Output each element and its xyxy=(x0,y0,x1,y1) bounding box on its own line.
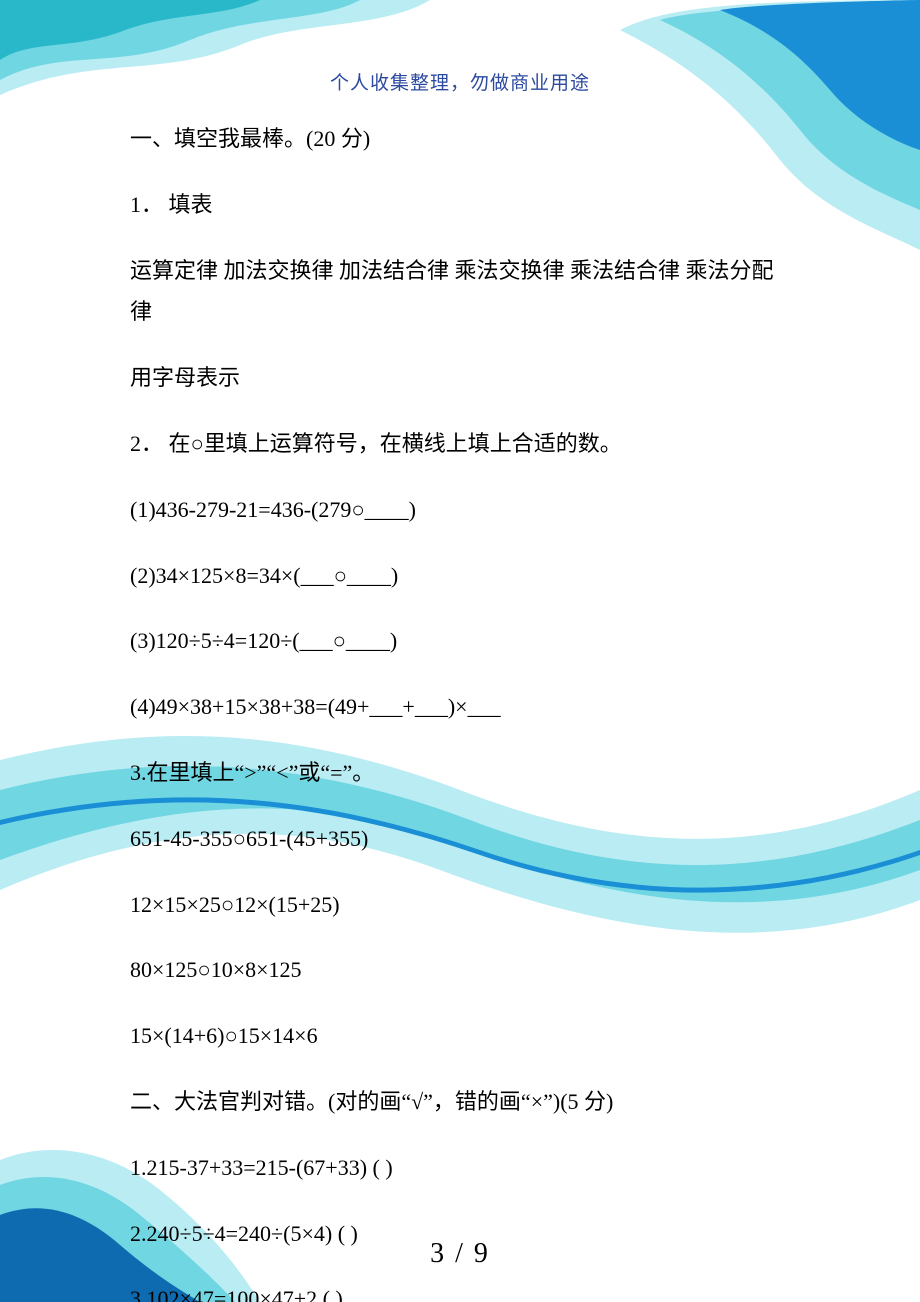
q2-4: (4)49×38+15×38+38=(49+___+___)×___ xyxy=(130,686,790,728)
wave-top-left xyxy=(0,0,430,120)
q3: 3.在里填上“>”“<”或“=”。 xyxy=(130,752,790,794)
q1b: 运算定律 加法交换律 加法结合律 乘法交换律 乘法结合律 乘法分配律 xyxy=(130,250,790,334)
section-1-title: 一、填空我最棒。(20 分) xyxy=(130,118,790,160)
page: 个人收集整理，勿做商业用途 一、填空我最棒。(20 分) 1． 填表 运算定律 … xyxy=(0,0,920,1302)
q3-1: 651-45-355○651-(45+355) xyxy=(130,818,790,860)
q3-2: 12×15×25○12×(15+25) xyxy=(130,884,790,926)
q2-1: (1)436-279-21=436-(279○____) xyxy=(130,489,790,531)
header-note: 个人收集整理，勿做商业用途 xyxy=(0,68,920,95)
q3-4: 15×(14+6)○15×14×6 xyxy=(130,1015,790,1057)
page-number: 3 / 9 xyxy=(0,1238,920,1270)
s2-1: 1.215-37+33=215-(67+33) ( ) xyxy=(130,1147,790,1189)
section-2-title: 二、大法官判对错。(对的画“√”，错的画“×”)(5 分) xyxy=(130,1081,790,1123)
q1: 1． 填表 xyxy=(130,184,790,226)
q1c: 用字母表示 xyxy=(130,357,790,399)
content: 一、填空我最棒。(20 分) 1． 填表 运算定律 加法交换律 加法结合律 乘法… xyxy=(130,118,790,1302)
s2-3: 3.102×47=100×47+2 ( ) xyxy=(130,1278,790,1302)
q2-3: (3)120÷5÷4=120÷(___○____) xyxy=(130,620,790,662)
q3-3: 80×125○10×8×125 xyxy=(130,949,790,991)
q2: 2． 在○里填上运算符号，在横线上填上合适的数。 xyxy=(130,423,790,465)
q2-2: (2)34×125×8=34×(___○____) xyxy=(130,555,790,597)
